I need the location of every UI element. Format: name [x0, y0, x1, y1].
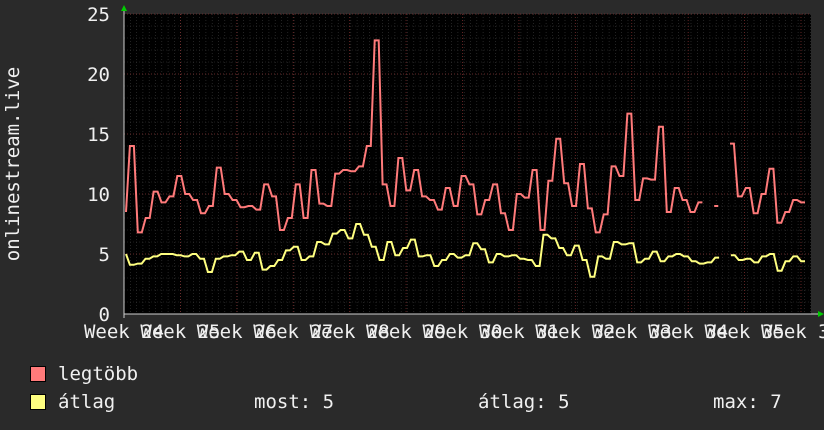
- stat-average-value: 5: [558, 391, 570, 413]
- legend-label-atlag: átlag: [58, 391, 116, 413]
- x-tick-label: Week 29: [366, 321, 446, 343]
- x-tick-label: Week 34: [648, 321, 728, 343]
- y-tick-label: 0: [99, 304, 110, 326]
- y-tick-label: 20: [87, 64, 110, 86]
- x-tick-label: Week 36: [761, 321, 824, 343]
- stat-max-label: max:: [713, 391, 759, 413]
- x-tick-label: Week 32: [535, 321, 615, 343]
- series-lines: [125, 39, 805, 278]
- grid: [123, 13, 812, 315]
- y-axis-arrow-icon: [121, 5, 127, 11]
- x-tick-label: Week 35: [705, 321, 785, 343]
- stat-current: most: 5: [254, 391, 334, 413]
- legend-label-legtobb: legtöbb: [58, 363, 139, 385]
- x-tick-label: Week 27: [253, 321, 333, 343]
- axes: [121, 5, 824, 318]
- series-line-legtobb: [125, 39, 805, 234]
- legend-item-legtobb: legtöbb: [30, 363, 138, 385]
- y-axis-label: onlinestream.live: [2, 67, 24, 261]
- x-axis-arrow-icon: [818, 311, 824, 317]
- stat-current-label: most:: [254, 391, 312, 413]
- series-line-atlag: [125, 223, 805, 278]
- x-tick-label: Week 30: [422, 321, 502, 343]
- y-tick-label: 5: [99, 244, 110, 266]
- x-tick-label: Week 28: [310, 321, 390, 343]
- y-tick-labels: 0 5 10 15 20 25: [87, 4, 110, 326]
- plot-area: [124, 14, 811, 314]
- stat-average-label: átlag:: [478, 391, 547, 413]
- legend-swatch-atlag: [30, 394, 46, 410]
- stat-max-value: 7: [770, 391, 782, 413]
- legend-swatch-legtobb: [30, 366, 46, 382]
- x-tick-label: Week 25: [140, 321, 220, 343]
- y-tick-label: 25: [87, 4, 110, 26]
- y-tick-label: 10: [87, 184, 110, 206]
- y-tick-label: 15: [87, 124, 110, 146]
- y-axis-label-group: onlinestream.live: [2, 67, 24, 261]
- stat-average: átlag: 5: [478, 391, 570, 413]
- x-tick-label: Week 33: [592, 321, 672, 343]
- x-tick-label: Week 31: [479, 321, 559, 343]
- stat-current-value: 5: [322, 391, 335, 413]
- x-tick-label: Week 24: [84, 321, 164, 343]
- x-tick-label: Week 26: [197, 321, 277, 343]
- stat-max: max: 7: [713, 391, 782, 413]
- legend-item-atlag: átlag: [30, 391, 115, 413]
